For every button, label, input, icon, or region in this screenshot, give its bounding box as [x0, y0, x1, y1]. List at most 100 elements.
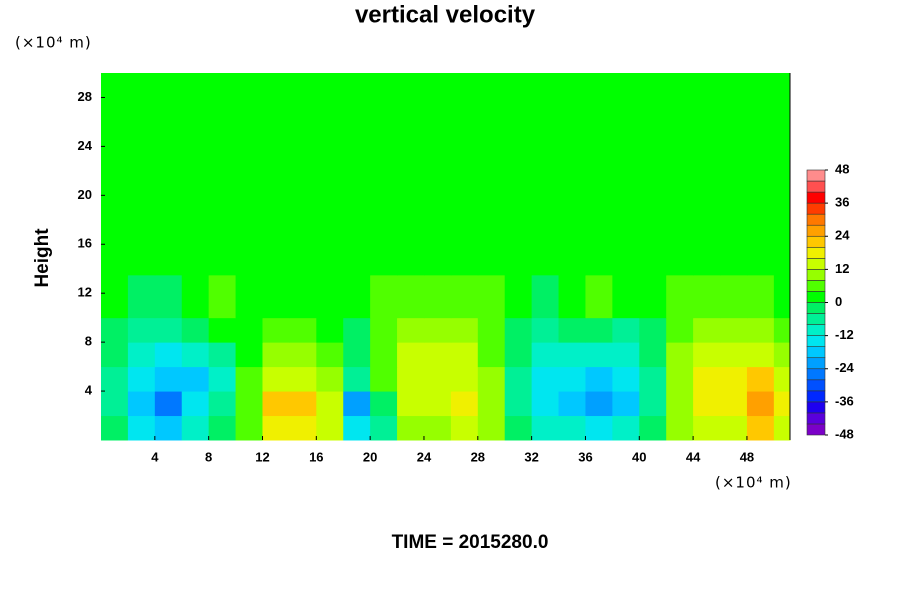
field-cell — [423, 391, 452, 417]
field-cell — [235, 391, 263, 417]
field-cell — [101, 189, 129, 276]
field-cell — [208, 317, 237, 343]
field-cell — [746, 317, 775, 343]
field-cell — [720, 391, 748, 417]
field-cell — [585, 189, 613, 276]
field-cell — [666, 415, 694, 441]
field-cell — [666, 317, 694, 343]
field-cell — [746, 73, 775, 190]
colorbar-box — [806, 302, 826, 314]
field-cell — [289, 274, 317, 319]
field-cell — [666, 391, 694, 417]
field-cell — [101, 342, 129, 368]
field-cell — [316, 73, 344, 190]
field-cell — [316, 274, 344, 319]
field-cell — [127, 342, 156, 368]
field-cell — [127, 73, 156, 190]
field-cell — [127, 366, 156, 392]
field-cell — [504, 73, 533, 190]
field-cell — [208, 274, 237, 319]
field-cell — [773, 317, 791, 343]
field-cell — [208, 342, 237, 368]
colorbar-box — [806, 180, 826, 193]
colorbar-box — [806, 401, 826, 414]
field-cell — [639, 317, 667, 343]
colorbar-box — [806, 169, 826, 182]
field-cell — [235, 274, 263, 319]
field-cell — [504, 366, 533, 392]
field-cell — [477, 73, 506, 190]
field-cell — [558, 317, 586, 343]
field-cell — [477, 415, 506, 441]
field-cell — [666, 342, 694, 368]
field-cell — [343, 366, 371, 392]
field-cell — [773, 342, 791, 368]
field-cell — [746, 391, 775, 417]
field-cell — [343, 317, 371, 343]
field-cell — [504, 189, 533, 276]
field-cell — [639, 73, 667, 190]
field-cell — [666, 73, 694, 190]
x-tick-label: 20 — [363, 449, 377, 464]
field-cell — [693, 415, 721, 441]
field-cell — [450, 73, 479, 190]
field-cell — [397, 73, 425, 190]
field-cell — [208, 73, 237, 190]
field-cell — [504, 274, 533, 319]
field-cell — [773, 274, 791, 319]
field-cell — [585, 274, 613, 319]
field-cell — [746, 415, 775, 441]
chart-title: vertical velocity — [355, 1, 536, 28]
field-cell — [289, 366, 317, 392]
field-cell — [235, 342, 263, 368]
field-cell — [612, 366, 640, 392]
field-cell — [423, 73, 452, 190]
colorbar-box — [806, 291, 826, 303]
field — [101, 73, 791, 441]
y-tick-label: 8 — [85, 334, 92, 349]
field-cell — [397, 342, 425, 368]
field-cell — [693, 342, 721, 368]
field-cell — [773, 73, 791, 190]
field-cell — [289, 189, 317, 276]
field-cell — [235, 366, 263, 392]
field-cell — [450, 391, 479, 417]
x-tick-label: 16 — [309, 449, 323, 464]
field-cell — [450, 189, 479, 276]
field-cell — [746, 189, 775, 276]
field-cell — [450, 342, 479, 368]
field-cell — [720, 274, 748, 319]
field-cell — [343, 274, 371, 319]
field-cell — [639, 366, 667, 392]
field-cell — [693, 274, 721, 319]
field-cell — [558, 189, 586, 276]
colorbar-tick-label: 12 — [835, 261, 849, 276]
field-cell — [316, 366, 344, 392]
field-cell — [235, 189, 263, 276]
field-cell — [370, 342, 398, 368]
field-cell — [558, 391, 586, 417]
y-tick-label: 20 — [78, 187, 92, 202]
field-cell — [343, 73, 371, 190]
field-cell — [477, 342, 506, 368]
field-cell — [127, 415, 156, 441]
field-cell — [477, 366, 506, 392]
field-cell — [343, 342, 371, 368]
colorbar-tick-label: 48 — [835, 161, 849, 176]
field-cell — [127, 189, 156, 276]
field-cell — [720, 317, 748, 343]
field-cell — [262, 73, 290, 190]
y-tick-label: 4 — [85, 383, 93, 398]
footer: TIME = 2015280.0 — [392, 532, 549, 553]
field-cell — [370, 391, 398, 417]
field-cell — [316, 189, 344, 276]
x-tick-label: 40 — [632, 449, 646, 464]
y-tick-label: 12 — [78, 285, 92, 300]
field-cell — [585, 366, 613, 392]
field-cell — [423, 317, 452, 343]
field-cell — [612, 317, 640, 343]
field-cell — [235, 415, 263, 441]
field-cell — [720, 415, 748, 441]
field-cell — [423, 274, 452, 319]
